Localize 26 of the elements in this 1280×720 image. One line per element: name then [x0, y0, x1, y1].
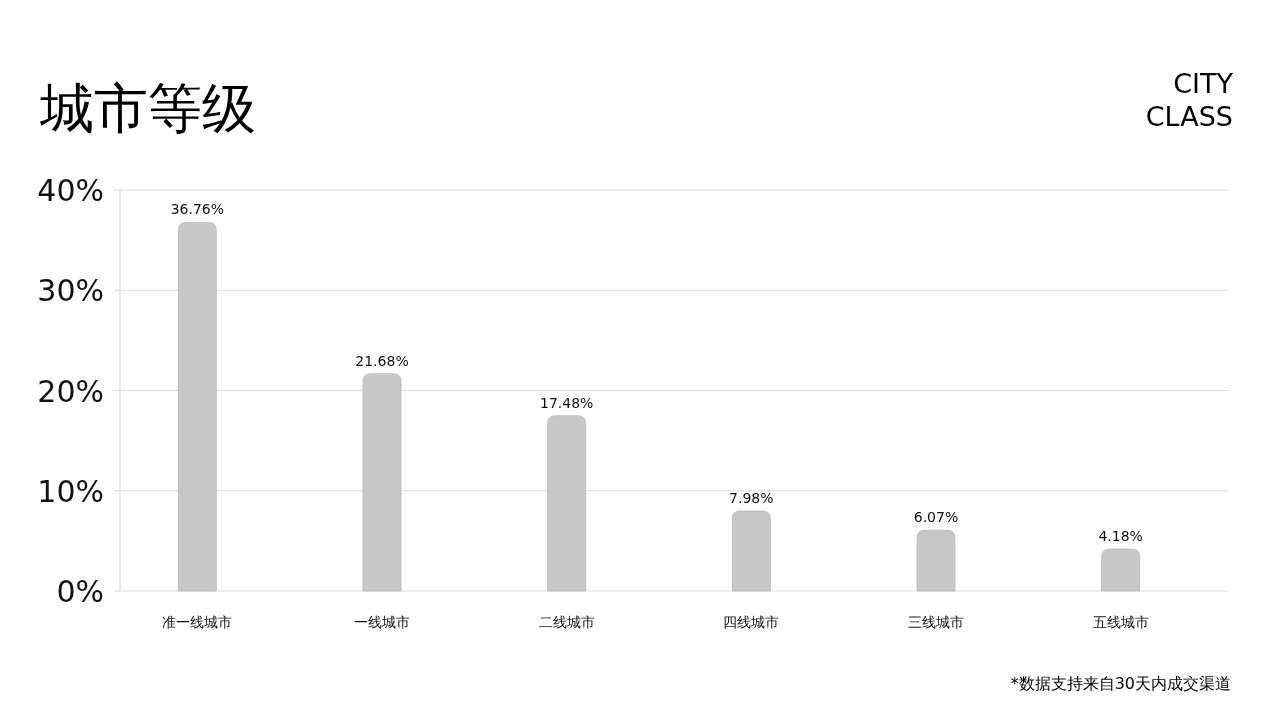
data-label: 17.48%	[539, 394, 594, 411]
data-label: 4.18%	[1098, 528, 1143, 545]
bar	[731, 510, 771, 592]
text: *数据支持来自30天内成交渠道	[1010, 674, 1231, 693]
x-tick-label: 准一线城市	[162, 614, 233, 630]
chart-subtitle: CITY CLASS	[1145, 68, 1234, 132]
x-tick-label: 五线城市	[1092, 614, 1149, 630]
bar	[547, 415, 587, 592]
x-tick-label: 四线城市	[723, 614, 780, 630]
y-tick-label: 20%	[37, 373, 104, 409]
bar	[362, 373, 402, 592]
data-label: 7.98%	[729, 490, 774, 506]
x-tick-label: 二线城市	[538, 614, 595, 630]
bar	[177, 222, 217, 592]
chart-title: 城市等级	[39, 77, 256, 140]
x-tick-label: 一线城市	[354, 614, 410, 630]
bar	[1101, 548, 1141, 592]
y-tick-label: 40%	[37, 173, 104, 208]
y-tick-label: 30%	[37, 273, 104, 309]
y-tick-label: 0%	[56, 574, 104, 609]
data-label: 36.76%	[170, 201, 225, 218]
data-label: 21.68%	[355, 352, 409, 369]
bar	[916, 529, 956, 592]
data-label: 6.07%	[913, 509, 959, 526]
y-tick-label: 10%	[37, 473, 104, 509]
x-tick-label: 三线城市	[908, 614, 964, 630]
